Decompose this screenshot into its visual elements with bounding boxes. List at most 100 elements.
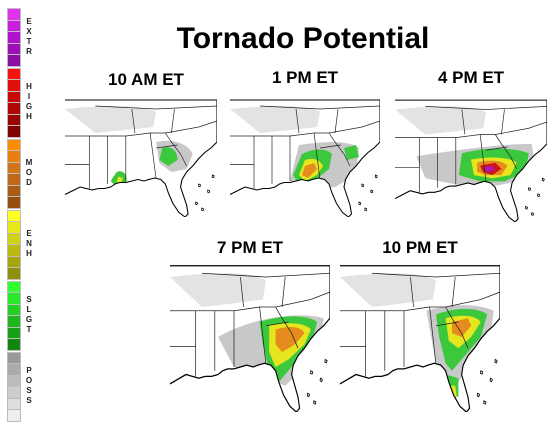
state-border — [461, 109, 466, 135]
state-border — [451, 276, 456, 308]
legend-swatch — [7, 338, 21, 351]
state-border — [275, 291, 330, 308]
state-border — [340, 345, 366, 377]
island — [374, 174, 378, 179]
island — [541, 177, 545, 182]
coastline — [340, 265, 500, 412]
risk-area-poss — [340, 273, 436, 307]
state-border — [429, 306, 469, 349]
state-border — [156, 144, 178, 149]
page-title: Tornado Potential — [176, 22, 430, 55]
legend-category-label: E N H — [26, 229, 32, 258]
state-border — [425, 106, 547, 110]
state-border — [410, 276, 414, 308]
island — [364, 207, 368, 212]
panel-label: 1 PM ET — [271, 68, 339, 87]
state-border — [501, 109, 505, 135]
state-border — [240, 276, 244, 308]
state-border — [230, 164, 255, 189]
legend-category-label: H I G H — [25, 82, 33, 121]
risk-area-poss — [170, 273, 266, 307]
coastline — [65, 99, 217, 217]
state-border — [328, 120, 380, 134]
legend-category-label: P O S S — [25, 366, 33, 405]
panel-label: 10 AM ET — [108, 70, 184, 89]
state-border — [150, 132, 187, 167]
state-border — [265, 321, 289, 327]
risk-area-mod — [302, 163, 317, 178]
island — [358, 201, 362, 206]
island — [537, 193, 541, 198]
island — [483, 400, 487, 405]
tornado-map — [65, 99, 217, 217]
island — [480, 370, 484, 375]
island — [201, 207, 205, 212]
state-border — [455, 134, 487, 183]
island — [310, 370, 314, 375]
risk-area-slgt — [159, 147, 178, 166]
risk-area-poss — [395, 106, 487, 135]
risk-area-extr — [483, 165, 496, 172]
legend-swatch — [7, 409, 21, 422]
state-border — [395, 166, 420, 193]
risk-area-mod — [452, 318, 472, 337]
state-border — [65, 164, 90, 189]
island — [194, 201, 199, 206]
state-border — [295, 108, 300, 134]
tornado-map — [170, 265, 330, 412]
island — [324, 358, 328, 364]
island — [211, 174, 215, 179]
state-border — [314, 132, 351, 167]
state-border — [125, 132, 157, 180]
state-border — [95, 105, 217, 110]
risk-area-slgt — [344, 145, 359, 160]
panel-label: 4 PM ET — [437, 68, 505, 87]
tornado-map — [340, 265, 500, 412]
island — [207, 189, 211, 194]
legend-swatch — [7, 267, 21, 280]
state-border — [171, 108, 175, 134]
coastline — [230, 99, 380, 217]
state-border — [495, 121, 547, 135]
legend-category-label: S L G T — [25, 295, 33, 334]
state-border — [170, 345, 196, 377]
island — [306, 392, 311, 398]
panel-label: 7 PM ET — [216, 238, 284, 257]
state-border — [480, 134, 517, 170]
state-border — [486, 146, 508, 151]
state-border — [435, 321, 459, 327]
island — [198, 183, 202, 188]
island — [524, 205, 529, 210]
legend-swatch — [7, 196, 21, 209]
color-scale-legend — [7, 8, 21, 422]
panel-label: 10 PM ET — [382, 238, 458, 257]
island — [476, 392, 481, 398]
state-border — [259, 105, 380, 110]
state-border — [165, 120, 217, 134]
legend-category-label: E X T R — [26, 16, 32, 56]
state-border — [230, 135, 291, 181]
state-border — [281, 276, 286, 308]
state-border — [395, 137, 457, 185]
risk-area-mod — [275, 327, 305, 352]
legend-swatch — [7, 54, 21, 67]
coastline — [395, 99, 547, 222]
risk-area-enh — [116, 176, 123, 183]
island — [319, 377, 323, 383]
state-border — [259, 306, 299, 349]
tornado-map — [395, 99, 547, 222]
coastline — [170, 265, 330, 412]
legend-category-label: M O D — [25, 158, 33, 187]
island — [494, 358, 498, 364]
state-border — [371, 272, 500, 278]
legend-swatch — [7, 125, 21, 138]
island — [370, 189, 374, 194]
tornado-map — [230, 99, 380, 217]
island — [313, 400, 317, 405]
state-border — [334, 108, 339, 134]
state-border — [131, 108, 136, 134]
island — [528, 187, 532, 191]
state-border — [340, 310, 405, 367]
state-border — [319, 144, 342, 149]
island — [361, 183, 365, 188]
